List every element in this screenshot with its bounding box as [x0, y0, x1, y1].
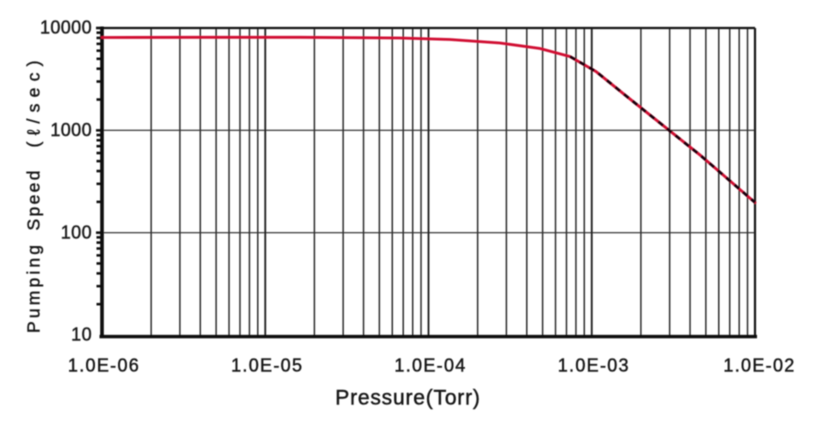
- svg-text:1000: 1000: [50, 120, 92, 140]
- svg-text:1.0E-02: 1.0E-02: [723, 356, 795, 376]
- svg-text:1.0E-03: 1.0E-03: [558, 356, 630, 376]
- svg-text:10000: 10000: [40, 18, 92, 38]
- svg-text:1.0E-05: 1.0E-05: [231, 356, 303, 376]
- svg-text:1.0E-04: 1.0E-04: [394, 356, 466, 376]
- svg-text:1.0E-06: 1.0E-06: [68, 356, 140, 376]
- svg-text:(ℓ/sec): (ℓ/sec): [24, 61, 44, 148]
- svg-text:Pressure(Torr): Pressure(Torr): [335, 387, 480, 410]
- svg-text:Speed: Speed: [24, 171, 44, 231]
- svg-text:100: 100: [61, 222, 92, 242]
- svg-text:10: 10: [71, 325, 92, 345]
